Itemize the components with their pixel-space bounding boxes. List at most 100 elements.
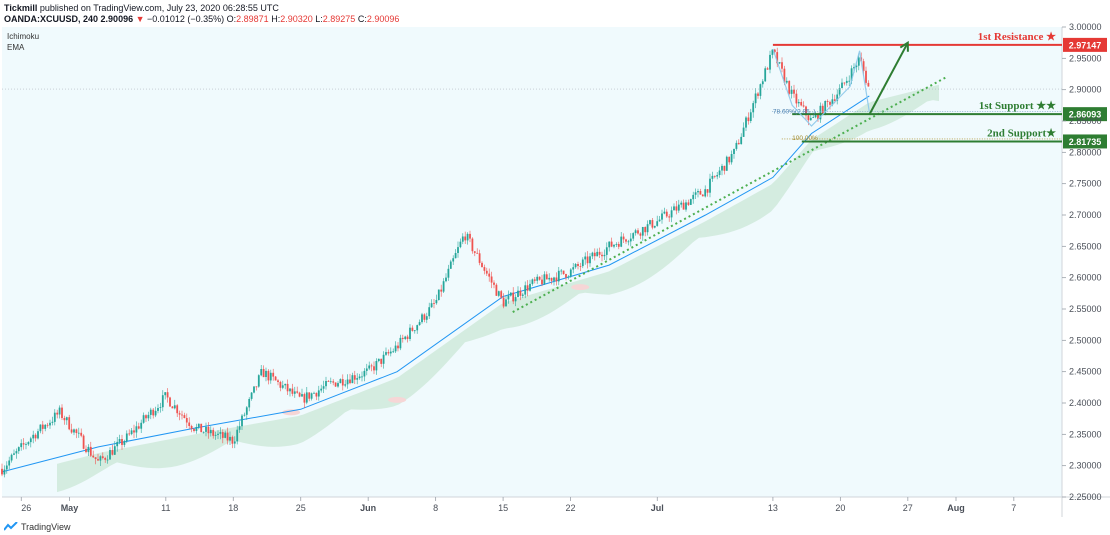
candle-body (281, 385, 284, 388)
candle-body (500, 291, 503, 298)
x-tick-label: Jul (651, 503, 664, 513)
candle-body (627, 241, 630, 243)
author-name[interactable]: Tickmill (4, 3, 38, 13)
candle-body (721, 165, 723, 171)
candle-body (824, 101, 827, 114)
candle-body (169, 397, 171, 407)
candle-body (22, 443, 25, 445)
candle-body (740, 136, 743, 145)
y-tick-label: 2.65000 (1069, 241, 1102, 251)
candle-body (584, 256, 587, 260)
candle-body (37, 431, 39, 439)
candle-body (457, 247, 459, 253)
candle-body (651, 220, 654, 228)
candle-body (70, 429, 73, 433)
candle-body (809, 117, 812, 121)
candle-body (121, 439, 123, 445)
candle-body (49, 422, 51, 426)
candle-body (202, 431, 205, 433)
candle-body (82, 435, 85, 449)
candle-body (382, 354, 385, 364)
candle-body (214, 434, 217, 436)
candle-body (637, 230, 639, 234)
candle-body (699, 191, 702, 195)
candle-body (543, 274, 546, 285)
candle-body (63, 418, 66, 421)
candle-body (267, 370, 270, 381)
candle-body (243, 414, 246, 416)
y-tick-label: 2.40000 (1069, 398, 1102, 408)
candle-body (363, 370, 366, 377)
candle-body (183, 415, 186, 418)
tradingview-logo-icon (4, 522, 18, 531)
candle-body (553, 277, 555, 281)
candle-body (505, 299, 507, 307)
candle-body (157, 408, 159, 411)
candle-body (339, 379, 342, 384)
y-tick-label: 2.45000 (1069, 367, 1102, 377)
candle-body (557, 270, 560, 282)
candle-body (377, 358, 380, 361)
candle-body (361, 376, 363, 378)
candle-body (418, 322, 421, 326)
candle-body (135, 426, 138, 433)
candle-body (867, 82, 870, 87)
candle-body (507, 295, 510, 300)
candle-body (145, 415, 147, 419)
x-tick-label: 26 (21, 503, 31, 513)
x-tick-label: 7 (1011, 503, 1016, 513)
indicator-label[interactable]: EMA (7, 43, 25, 52)
candle-body (161, 395, 164, 408)
candle-body (502, 297, 505, 307)
candle-body (17, 447, 20, 452)
indicator-label[interactable]: Ichimoku (7, 32, 40, 41)
candle-body (716, 175, 719, 177)
candle-body (634, 230, 637, 234)
candle-body (685, 202, 687, 210)
candle-body (713, 175, 716, 177)
candle-body (94, 457, 97, 459)
candle-body (550, 277, 553, 281)
candle-body (797, 102, 800, 104)
candle-body (848, 80, 851, 82)
candle-body (745, 117, 747, 128)
candle-body (137, 426, 140, 429)
candle-body (176, 405, 179, 414)
harmonic-pattern (772, 48, 870, 127)
candle-body (272, 372, 275, 377)
annotations: 1st Resistance ★ 2.97147 1st Support ★★ 2.8… (2, 31, 1107, 314)
candle-body (512, 292, 515, 302)
candle-body (598, 251, 601, 255)
candle-body (305, 392, 308, 403)
candle-body (209, 429, 212, 434)
candle-body (41, 424, 44, 429)
axis-background (1062, 27, 1110, 497)
candle-body (591, 252, 594, 257)
ichimoku-cloud (57, 84, 939, 493)
candle-body (445, 277, 447, 282)
candle-body (706, 189, 709, 193)
candle-body (795, 93, 798, 104)
candle-body (313, 392, 315, 394)
candle-body (641, 227, 644, 236)
candle-body (531, 279, 534, 284)
level-price-label: 2.81735 (1069, 137, 1102, 147)
candle-body (759, 84, 762, 96)
candle-body (77, 432, 80, 434)
candle-body (711, 175, 714, 179)
candle-body (10, 454, 13, 461)
candle-body (605, 247, 608, 255)
candle-body (255, 386, 258, 388)
candle-body (723, 165, 726, 171)
candle-body (603, 254, 606, 257)
tradingview-brand[interactable]: TradingView (4, 522, 71, 532)
candle-body (8, 460, 11, 466)
chart-header: Tickmill published on TradingView.com, J… (0, 0, 1110, 26)
candle-body (773, 49, 776, 53)
candle-body (106, 459, 109, 461)
candle-body (286, 383, 289, 392)
candle-body (649, 220, 651, 225)
candle-body (159, 407, 162, 408)
candle-body (413, 330, 416, 332)
